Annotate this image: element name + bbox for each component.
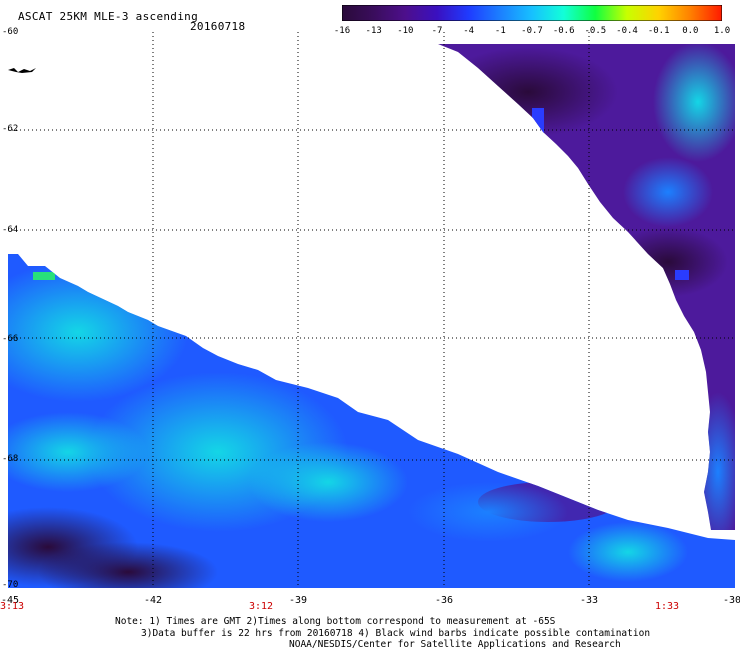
ascat-map	[8, 32, 735, 588]
lon-label-45: -45	[0, 595, 20, 606]
colorbar-tick-label: -7	[431, 26, 443, 36]
lat-label-60: -60	[2, 27, 19, 37]
map-title: ASCAT 25KM MLE-3 ascending	[18, 10, 198, 23]
colorbar-tick-label: -0.5	[584, 26, 607, 36]
colorbar-tick-label: -13	[365, 26, 382, 36]
colorbar-tick-label: -0.4	[616, 26, 638, 36]
lat-label-62: -62	[2, 124, 19, 134]
time-label-1: 3:12	[248, 601, 274, 612]
colorbar-tick-label: -16	[333, 26, 351, 36]
colorbar-tick-label: -4	[463, 26, 475, 36]
lat-label-66: -66	[2, 334, 19, 344]
coastline-fragment	[8, 68, 36, 73]
colorbar-tick-label: -0.1	[647, 26, 670, 36]
note-line-3: NOAA/NESDIS/Center for Satellite Applica…	[289, 639, 621, 650]
colorbar-gradient	[342, 5, 722, 21]
lon-label-36: -36	[434, 595, 454, 606]
colorbar-tick-label: -1	[494, 26, 506, 36]
colorbar	[342, 5, 722, 21]
colorbar-tick-label: 0.0	[682, 26, 699, 36]
colorbar-tick-label: -10	[397, 26, 414, 36]
lat-label-70: -70	[2, 580, 19, 590]
map-date: 20160718	[190, 20, 246, 33]
lat-label-68: -68	[2, 454, 19, 464]
lon-label-33: -33	[579, 595, 599, 606]
colorbar-tick-label: -0.6	[552, 26, 575, 36]
lon-label-42: -42	[143, 595, 163, 606]
lon-label-30: -30	[722, 595, 740, 606]
time-label-2: 1:33	[654, 601, 680, 612]
colorbar-tick-label: -0.7	[521, 26, 543, 36]
note-line-1: Note: 1) Times are GMT 2)Times along bot…	[115, 616, 556, 627]
graticule	[8, 32, 735, 588]
colorbar-tick-label: 1.0	[713, 26, 731, 36]
note-line-2: 3)Data buffer is 22 hrs from 20160718 4)…	[141, 628, 651, 639]
lat-label-64: -64	[2, 225, 19, 235]
lon-label-39: -39	[288, 595, 308, 606]
time-label-0: 3:13	[0, 601, 25, 612]
